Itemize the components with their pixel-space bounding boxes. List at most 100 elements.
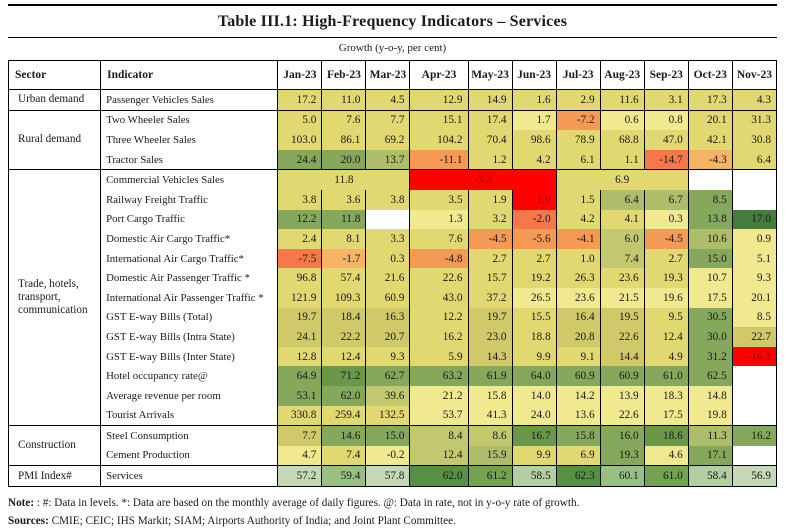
table-row: Domestic Air Passenger Traffic * 96.8 57.4… xyxy=(9,268,777,288)
value-cell: 61.0 xyxy=(643,465,689,487)
value-cell: 1.3 xyxy=(409,209,469,230)
note-text: : #: Data in levels. *: Data are based o… xyxy=(36,496,580,509)
value-cell: 53.7 xyxy=(409,405,469,426)
value-cell: 22.7 xyxy=(731,327,777,347)
value-cell: 1.5 xyxy=(555,189,601,210)
value-cell: 3.5 xyxy=(409,189,469,210)
column-header: Jul-23 xyxy=(555,60,601,90)
sector-group: Trade, hotels, transport, communication C… xyxy=(7,169,777,426)
value-cell: 10.7 xyxy=(687,268,733,288)
value-cell: 12.8 xyxy=(277,346,322,367)
value-cell: -5.6 xyxy=(511,229,557,249)
value-cell: 5.9 xyxy=(409,346,469,367)
top-rule xyxy=(8,4,777,6)
value-cell: -4.5 xyxy=(467,229,513,249)
value-cell: -1.9 xyxy=(511,189,557,210)
value-cell: 4.5 xyxy=(365,89,410,111)
value-cell: 15.7 xyxy=(467,268,513,288)
value-cell: 30.8 xyxy=(731,130,777,150)
note-line: Note: : #: Data in levels. *: Data are b… xyxy=(8,494,777,512)
sector-group: Urban demand Passenger Vehicles Sales 17.2… xyxy=(7,89,777,111)
value-cell: 15.5 xyxy=(511,307,557,328)
value-cell: 6.9 xyxy=(555,445,601,466)
indicator-cell: GST E-way Bills (Total) xyxy=(100,307,278,328)
value-cell: 19.2 xyxy=(511,268,557,288)
value-cell: 18.8 xyxy=(511,327,557,347)
value-cell: 8.1 xyxy=(321,229,366,249)
value-cell: 68.8 xyxy=(599,130,645,150)
value-cell: 6.7 xyxy=(643,189,689,210)
value-cell: 0.9 xyxy=(731,229,777,249)
value-cell: 1.0 xyxy=(555,248,601,269)
value-cell: 8.5 xyxy=(687,189,733,210)
value-cell: 19.7 xyxy=(277,307,322,328)
indicator-cell: Port Cargo Traffic xyxy=(100,209,278,230)
value-cell: -7.2 xyxy=(555,110,601,131)
value-cell: 5.1 xyxy=(731,248,777,269)
value-cell: 19.6 xyxy=(643,287,689,308)
value-cell: 14.8 xyxy=(687,385,733,406)
value-cell: 16.2 xyxy=(731,425,777,446)
sector-cell: PMI Index# xyxy=(7,465,101,487)
indicator-cell: Passenger Vehicles Sales xyxy=(100,89,278,111)
indicator-cell: International Air Cargo Traffic* xyxy=(100,248,278,269)
value-cell xyxy=(731,405,777,426)
value-cell: 1.2 xyxy=(467,149,513,170)
value-cell: 17.0 xyxy=(731,209,777,230)
indicator-cell: Tractor Sales xyxy=(100,149,278,170)
value-cell: 259.4 xyxy=(321,405,366,426)
value-cell: 8.4 xyxy=(409,425,469,446)
indicator-cell: GST E-way Bills (Inter State) xyxy=(100,346,278,367)
table-row: Tractor Sales 24.4 20.0 13.7 -11.1 1.2 4.2 6.1 1… xyxy=(9,149,777,170)
column-header: Mar-23 xyxy=(365,60,410,90)
value-cell: 4.6 xyxy=(643,445,689,466)
value-cell: 71.2 xyxy=(321,366,366,386)
value-cell: 26.5 xyxy=(511,287,557,308)
value-cell: 12.2 xyxy=(277,209,322,230)
value-cell: 3.3 xyxy=(365,229,410,249)
value-cell: 69.2 xyxy=(365,130,410,150)
value-cell: 0.6 xyxy=(599,110,645,131)
sources-text: CMIE; CEIC; IHS Markit; SIAM; Airports A… xyxy=(51,514,456,527)
value-cell: 9.1 xyxy=(555,346,601,367)
value-cell: 61.9 xyxy=(467,366,513,386)
value-cell: 15.8 xyxy=(555,425,601,446)
value-cell: 3.8 xyxy=(365,189,410,210)
table-row: International Air Cargo Traffic* -7.5 -1.7… xyxy=(9,248,777,269)
value-cell: 11.3 xyxy=(687,425,733,446)
value-cell: 18.3 xyxy=(643,385,689,406)
value-cell: 12.2 xyxy=(409,307,469,328)
value-cell: 6.1 xyxy=(555,149,601,170)
table-row: Three Wheeler Sales 103.0 86.1 69.2 104.2 70.… xyxy=(9,130,777,150)
value-cell: 61.2 xyxy=(467,465,513,487)
value-cell: 57.2 xyxy=(277,465,322,487)
value-cell: -11.1 xyxy=(409,149,469,170)
value-cell: 330.8 xyxy=(277,405,322,426)
indicator-cell: Steel Consumption xyxy=(100,425,278,446)
column-header: Jan-23 xyxy=(277,60,322,90)
sources-line: Sources: CMIE; CEIC; IHS Markit; SIAM; A… xyxy=(8,512,777,530)
value-cell: 31.2 xyxy=(687,346,733,367)
value-cell: 86.1 xyxy=(321,130,366,150)
value-cell: 17.5 xyxy=(643,405,689,426)
value-cell: 9.9 xyxy=(511,445,557,466)
table-row: Average revenue per room 53.1 62.0 39.6 21.2… xyxy=(9,385,777,406)
indicator-cell: Three Wheeler Sales xyxy=(100,130,278,150)
value-cell xyxy=(731,385,777,406)
value-cell: 10.6 xyxy=(687,229,733,249)
value-cell: 47.0 xyxy=(643,130,689,150)
indicator-cell: Average revenue per room xyxy=(100,385,278,406)
table-row: Port Cargo Traffic 12.2 11.8 1.3 3.2 -2.0 4.2 4… xyxy=(9,209,777,230)
value-cell: 62.5 xyxy=(687,366,733,386)
value-cell: 78.9 xyxy=(555,130,601,150)
value-cell: 0.3 xyxy=(365,248,410,269)
report-page: Table III.1: High-Frequency Indicators –… xyxy=(0,4,785,530)
value-cell: 16.2 xyxy=(409,327,469,347)
indicator-cell: Railway Freight Traffic xyxy=(100,189,278,210)
value-cell: 23.6 xyxy=(555,287,601,308)
value-cell xyxy=(731,169,777,190)
value-cell: 1.7 xyxy=(511,110,557,131)
value-cell: 59.4 xyxy=(321,465,366,487)
value-cell: 8.5 xyxy=(731,307,777,328)
value-cell: 60.9 xyxy=(365,287,410,308)
